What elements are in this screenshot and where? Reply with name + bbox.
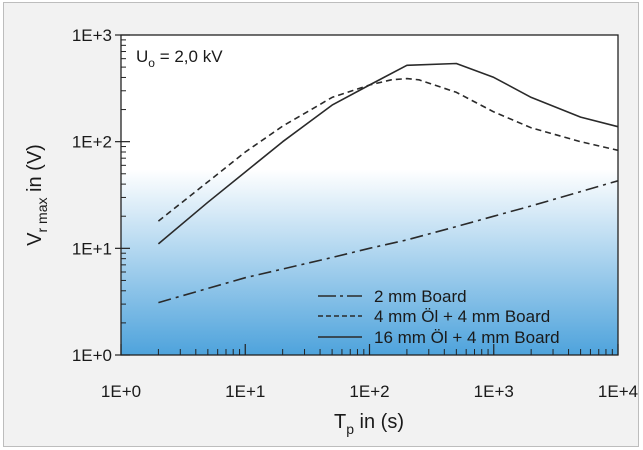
y-tick-label: 1E+1 — [72, 239, 112, 258]
legend-label-2: 4 mm Öl + 4 mm Board — [374, 307, 550, 326]
y-tick-label: 1E+2 — [72, 133, 112, 152]
series-layer — [157, 62, 619, 304]
plot-area — [120, 34, 619, 356]
series-line-2 — [157, 77, 619, 222]
series-line-3 — [157, 62, 619, 245]
y-tick-label: 1E+3 — [72, 26, 112, 45]
x-axis-label: Tp in (s) — [334, 411, 404, 437]
x-tick-label: 1E+3 — [474, 382, 514, 401]
series-line-1 — [158, 180, 619, 304]
y-tick-labels: 1E+0 1E+1 1E+2 1E+3 — [72, 26, 112, 365]
x-tick-label: 1E+4 — [598, 382, 638, 401]
major-ticks — [115, 34, 619, 356]
legend-label-1: 2 mm Board — [374, 287, 467, 306]
y-tick-label: 1E+0 — [72, 346, 112, 365]
x-tick-label: 1E+2 — [349, 382, 389, 401]
x-tick-labels: 1E+0 1E+1 1E+2 1E+3 1E+4 — [101, 382, 638, 401]
minor-ticks — [121, 39, 613, 355]
x-tick-label: 1E+1 — [225, 382, 265, 401]
x-tick-label: 1E+0 — [101, 382, 141, 401]
y-axis-label: Vr max in (V) — [24, 144, 50, 246]
voltage-annotation: Uo = 2,0 kV — [136, 47, 223, 70]
legend-label-3: 16 mm Öl + 4 mm Board — [374, 328, 560, 347]
